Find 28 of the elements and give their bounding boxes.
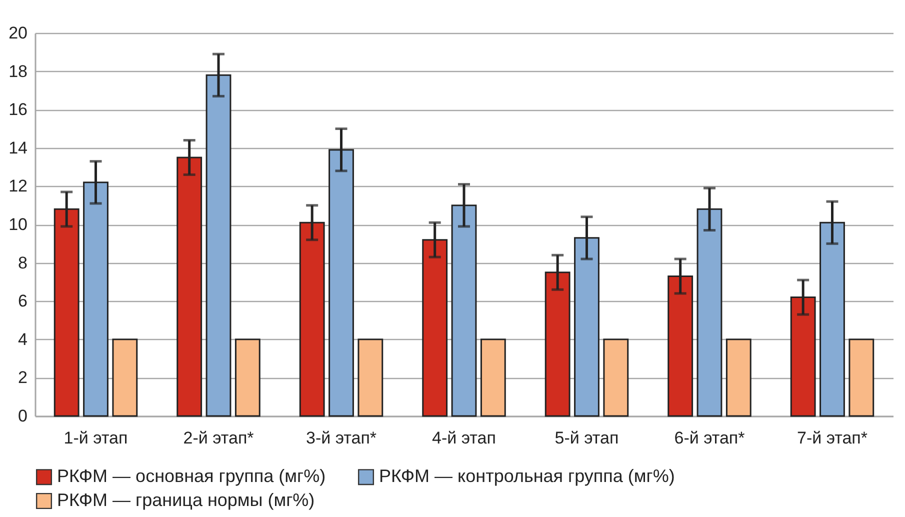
x-tick-label: 3-й этап* — [306, 428, 377, 448]
y-tick-label: 20 — [8, 24, 28, 42]
x-tick-label: 7-й этап* — [796, 428, 868, 448]
bar — [358, 338, 384, 417]
bar — [603, 338, 629, 417]
y-tick-label: 14 — [8, 138, 28, 158]
bar — [234, 338, 260, 417]
y-tick-label: 12 — [8, 176, 28, 196]
x-tick-label: 6-й этап* — [674, 428, 746, 448]
bar — [480, 338, 506, 417]
y-tick-label: 18 — [8, 62, 28, 81]
y-tick-label: 10 — [8, 215, 28, 234]
x-tick-label: 5-й этап — [554, 428, 619, 448]
y-tick-label: 2 — [18, 368, 28, 388]
y-tick-label: 4 — [18, 330, 28, 349]
y-tick-label: 16 — [8, 100, 28, 120]
y-tick-label: 6 — [18, 292, 28, 311]
bar — [112, 338, 138, 417]
y-tick-label: 8 — [18, 253, 28, 272]
bar — [848, 338, 874, 417]
x-tick-label: 1-й этап — [64, 428, 128, 448]
y-tick-label: 0 — [18, 406, 28, 426]
bar — [726, 338, 752, 417]
x-tick-label: 2-й этап* — [183, 428, 254, 448]
legend-label: РКФМ — контрольная группа (мг%) — [379, 466, 675, 486]
x-tick-label: 4-й этап — [432, 428, 496, 448]
legend-label: РКФМ — граница нормы (мг%) — [57, 490, 315, 510]
legend-label: РКФМ — основная группа (мг%) — [57, 466, 326, 486]
